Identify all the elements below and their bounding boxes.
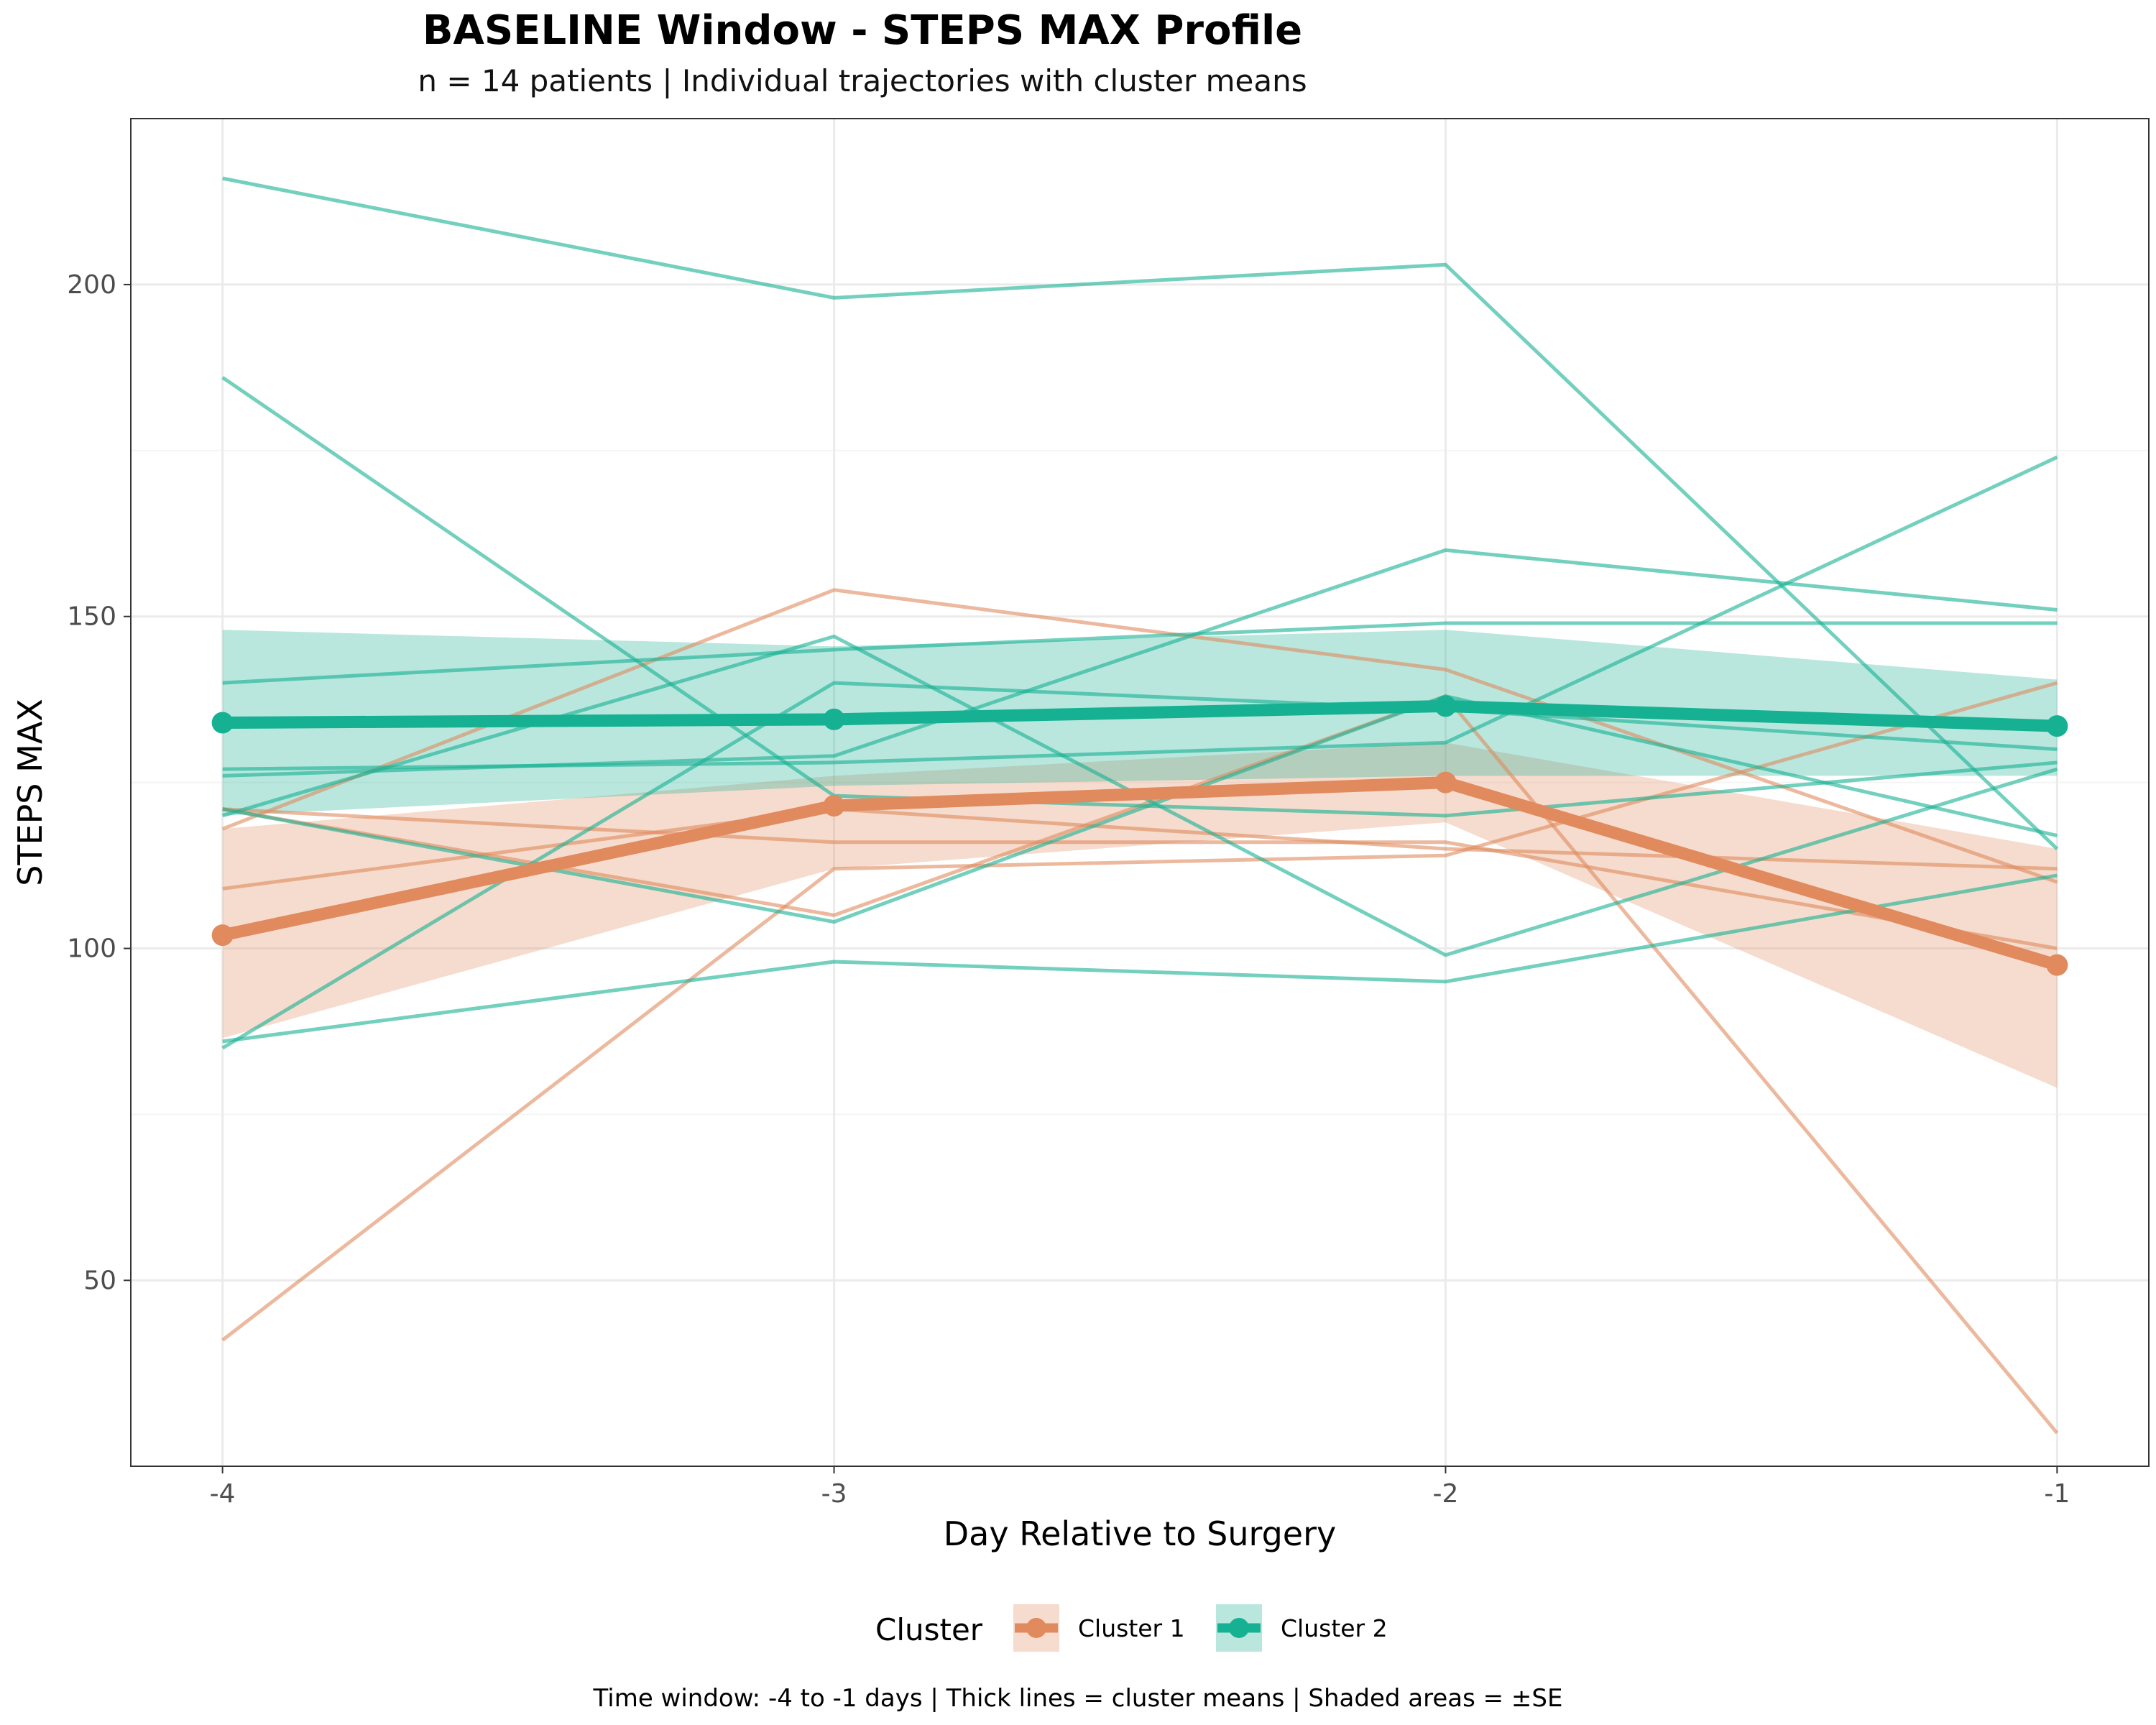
- legend-label-cluster-2: Cluster 2: [1281, 1614, 1388, 1642]
- mean-point-cluster-1: [1434, 771, 1457, 794]
- legend-label-cluster-1: Cluster 1: [1078, 1614, 1185, 1642]
- legend-keys: [1013, 1604, 1262, 1652]
- y-tick-label: 100: [67, 934, 116, 964]
- mean-point-cluster-2: [211, 712, 234, 734]
- chart-subtitle: n = 14 patients | Individual trajectorie…: [418, 63, 1307, 98]
- se-band-cluster-2: [222, 630, 2058, 816]
- y-tick-label: 50: [83, 1266, 116, 1295]
- legend-key-point-cluster-1: [1026, 1618, 1046, 1638]
- mean-point-cluster-2: [823, 708, 845, 730]
- y-axis-title: STEPS MAX: [11, 699, 50, 886]
- axes: 50 100 150 200 -4 -3 -2 -1: [67, 270, 2070, 1509]
- x-tick-label: -1: [2044, 1479, 2070, 1509]
- cluster-mean-lines: [211, 695, 2068, 976]
- individual-line-cluster-1: [222, 807, 2058, 951]
- legend: Cluster Cluster 1 Cluster 2: [875, 1604, 1388, 1652]
- mean-line-cluster-1: [216, 776, 2063, 972]
- legend-title: Cluster: [875, 1612, 983, 1647]
- chart-title: BASELINE Window - STEPS MAX Profile: [422, 7, 1303, 54]
- mean-point-cluster-1: [2046, 954, 2068, 976]
- individual-line-cluster-1: [222, 807, 2058, 891]
- individual-line-cluster-2: [221, 376, 2058, 818]
- mean-point-cluster-1: [823, 794, 845, 816]
- plot-panel-border: [130, 118, 2150, 1467]
- individual-line-cluster-2: [222, 548, 2058, 778]
- individual-line-cluster-1: [221, 588, 2058, 884]
- x-axis-title: Day Relative to Surgery: [944, 1514, 1336, 1553]
- x-tick-label: -2: [1433, 1479, 1459, 1509]
- mean-point-cluster-2: [1434, 695, 1457, 717]
- mean-point-cluster-1: [211, 924, 234, 947]
- legend-key-point-cluster-2: [1229, 1618, 1249, 1638]
- individual-line-cluster-2: [222, 873, 2058, 1044]
- individual-line-cluster-2: [222, 621, 2058, 685]
- chart-caption: Time window: -4 to -1 days | Thick lines…: [593, 1684, 1563, 1713]
- y-tick-label: 200: [67, 270, 116, 300]
- individual-line-cluster-1: [221, 681, 2058, 1342]
- individual-line-cluster-2: [222, 176, 2059, 850]
- x-tick-label: -4: [210, 1479, 236, 1509]
- mean-line-cluster-2: [216, 699, 2063, 732]
- y-tick-label: 150: [67, 602, 116, 632]
- grid-lines: [131, 119, 2149, 1466]
- x-tick-label: -3: [821, 1479, 847, 1509]
- mean-point-cluster-2: [2046, 715, 2068, 737]
